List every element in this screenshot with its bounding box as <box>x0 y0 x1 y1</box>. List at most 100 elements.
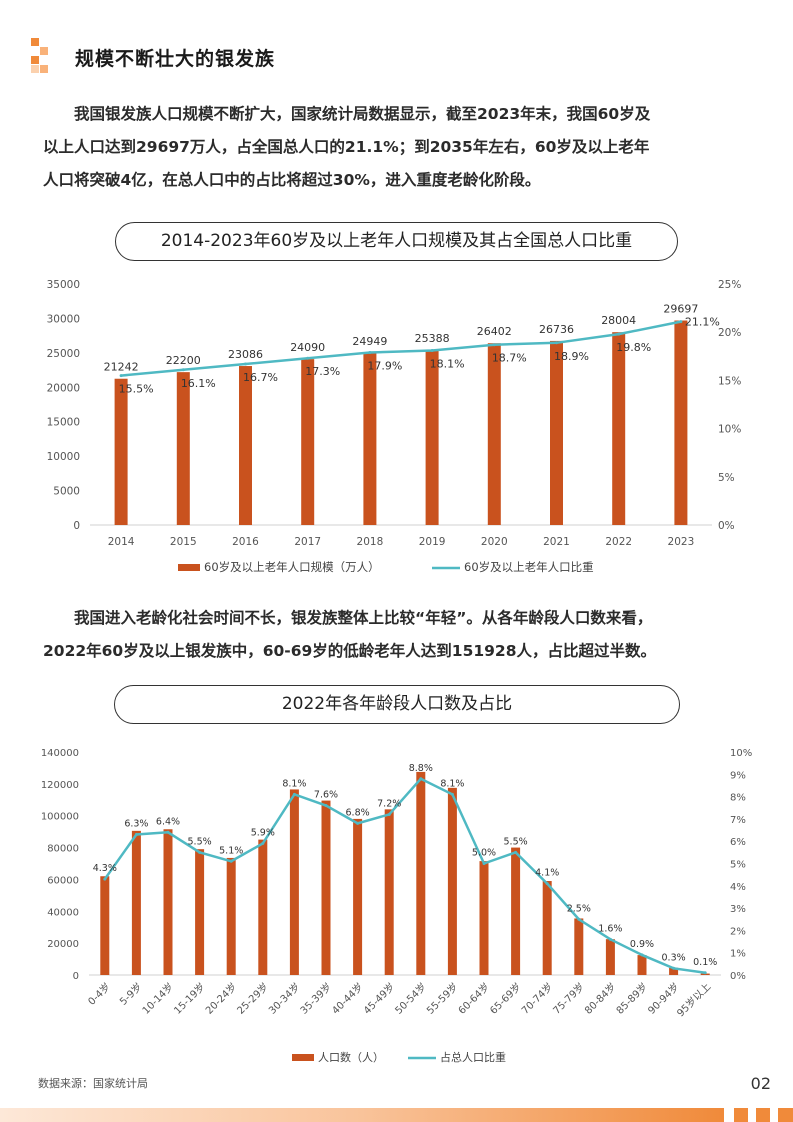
x-tick-label: 2017 <box>294 536 321 548</box>
data-source: 数据来源：国家统计局 <box>38 1077 148 1090</box>
line-point <box>134 833 138 837</box>
line-point <box>679 320 683 324</box>
line-point <box>306 356 310 360</box>
line-value-label: 6.4% <box>156 816 180 827</box>
line-value-label: 7.6% <box>314 790 338 801</box>
y-right-tick-label: 10% <box>730 748 752 759</box>
paragraph-line: 以上人口达到29697万人，占全国总人口的21.1%；到2035年左右，60岁及… <box>43 138 650 156</box>
line-point <box>119 374 123 378</box>
bar <box>100 876 110 975</box>
y-left-tick-label: 30000 <box>47 313 80 325</box>
line-point <box>672 966 676 970</box>
bar-value-label: 22200 <box>166 354 201 367</box>
legend-bar-label: 60岁及以上老年人口规模（万人） <box>204 560 380 574</box>
line-value-label: 19.8% <box>616 341 651 354</box>
x-tick-label: 60-64岁 <box>455 980 492 1017</box>
bar <box>301 359 315 525</box>
series-line <box>103 777 706 975</box>
y-left-tick-label: 120000 <box>41 780 79 791</box>
y-right-tick-label: 20% <box>718 327 741 339</box>
age-paragraph: 我国进入老龄化社会时间不长，银发族整体上比较“年轻”。从各年龄段人口数来看， 2… <box>43 602 753 668</box>
line-value-label: 5.5% <box>188 836 212 847</box>
logo-mark <box>31 38 49 76</box>
x-tick-label: 55-59岁 <box>424 980 461 1017</box>
line-point <box>617 332 621 336</box>
page-title: 规模不断壮大的银发族 <box>75 48 276 70</box>
bar <box>542 881 552 975</box>
x-tick-label: 30-34岁 <box>266 980 303 1017</box>
line-value-label: 0.3% <box>662 952 686 963</box>
line-point <box>368 350 372 354</box>
bar <box>487 343 501 525</box>
line-point <box>482 862 486 865</box>
legend-bar-swatch <box>292 1054 314 1061</box>
y-left-tick-label: 20000 <box>47 939 79 950</box>
footer-square <box>778 1108 793 1122</box>
x-tick-label: 35-39岁 <box>297 980 334 1017</box>
footer-gradient-bar <box>0 1108 724 1122</box>
x-tick-label: 2023 <box>668 536 695 548</box>
line-point <box>450 792 454 796</box>
x-tick-label: 95岁以上 <box>674 980 713 1019</box>
bar <box>176 372 190 525</box>
line-point <box>103 877 107 881</box>
line-value-label: 8.8% <box>409 763 433 774</box>
bar <box>700 973 710 975</box>
bar-value-label: 26736 <box>539 323 574 336</box>
line-value-label: 21.1% <box>685 316 720 329</box>
y-right-tick-label: 0% <box>730 971 746 982</box>
y-left-tick-label: 5000 <box>53 486 80 498</box>
line-value-label: 8.1% <box>282 778 306 789</box>
y-left-tick-label: 40000 <box>47 907 79 918</box>
bar <box>637 955 647 975</box>
y-left-tick-label: 80000 <box>47 844 79 855</box>
bar <box>612 332 626 525</box>
line-value-label: 8.1% <box>440 778 464 789</box>
x-tick-label: 20-24岁 <box>203 980 240 1017</box>
line-value-label: 17.9% <box>367 359 402 372</box>
bar-value-label: 29697 <box>663 303 698 316</box>
y-right-tick-label: 4% <box>730 882 746 893</box>
line-point <box>419 777 423 781</box>
x-tick-label: 75-79岁 <box>550 980 587 1017</box>
line-value-label: 5.9% <box>251 827 275 838</box>
y-right-tick-label: 25% <box>718 279 741 291</box>
bar-value-label: 25388 <box>415 332 450 345</box>
bar-value-label: 21242 <box>104 361 139 374</box>
y-right-tick-label: 9% <box>730 770 746 781</box>
line-value-label: 15.5% <box>119 383 154 396</box>
y-right-tick-label: 15% <box>718 375 741 387</box>
legend-line-label: 60岁及以上老年人口比重 <box>464 560 594 574</box>
line-value-label: 2.5% <box>567 903 591 914</box>
footer-square <box>756 1108 770 1122</box>
bar-value-label: 28004 <box>601 314 636 327</box>
y-right-tick-label: 3% <box>730 904 746 915</box>
bar <box>425 350 439 525</box>
x-tick-label: 2018 <box>357 536 384 548</box>
line-value-label: 0.1% <box>693 957 717 968</box>
paragraph-line: 2022年60岁及以上银发族中，60-69岁的低龄老年人达到151928人，占比… <box>43 642 656 660</box>
line-point <box>577 917 581 921</box>
bar <box>511 847 521 975</box>
bar-value-label: 24090 <box>290 341 325 354</box>
x-tick-label: 10-14岁 <box>139 980 176 1017</box>
bar <box>574 918 584 975</box>
y-left-tick-label: 25000 <box>47 348 80 360</box>
y-left-tick-label: 35000 <box>47 279 80 291</box>
x-tick-label: 25-29岁 <box>234 980 271 1017</box>
line-point <box>430 349 434 353</box>
bar <box>384 809 394 975</box>
line-value-label: 18.1% <box>430 358 465 371</box>
x-tick-label: 85-89岁 <box>613 980 650 1017</box>
x-tick-label: 2016 <box>232 536 259 548</box>
y-right-tick-label: 5% <box>730 860 746 871</box>
line-point <box>356 821 360 825</box>
line-value-label: 5.1% <box>219 845 243 856</box>
line-value-label: 18.7% <box>492 352 527 365</box>
line-point <box>492 343 496 347</box>
y-right-tick-label: 5% <box>718 472 735 484</box>
line-value-label: 16.7% <box>243 371 278 384</box>
line-point <box>166 830 170 834</box>
line-point <box>640 953 644 957</box>
x-tick-label: 2021 <box>543 536 570 548</box>
